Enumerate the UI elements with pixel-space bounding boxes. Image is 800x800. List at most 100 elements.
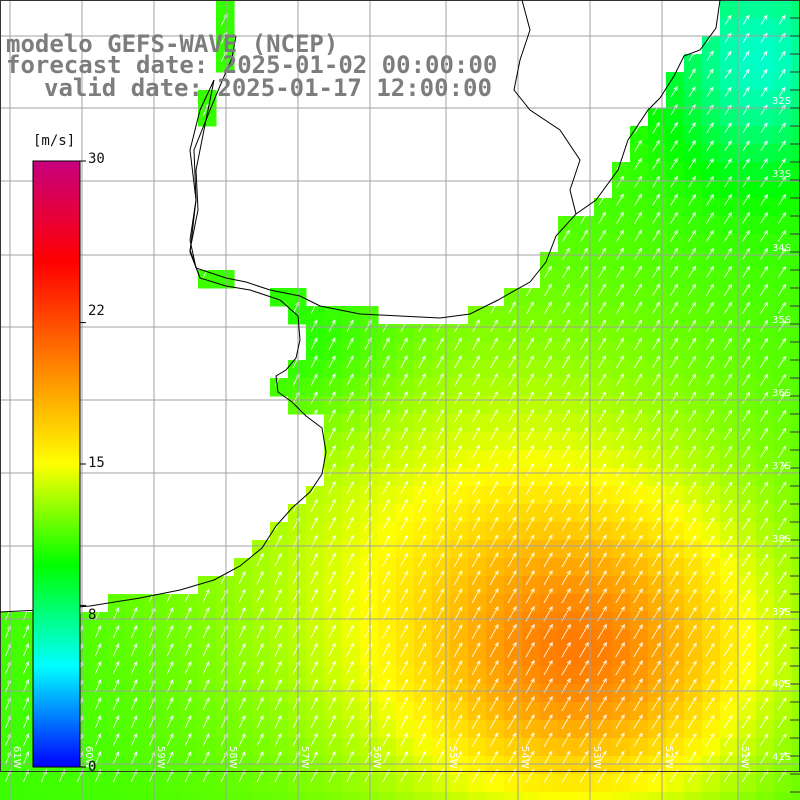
wind-arrow: [778, 337, 787, 350]
wind-arrow: [688, 229, 697, 242]
field-cell: [666, 612, 685, 631]
field-cell: [720, 594, 739, 613]
wind-arrow: [256, 733, 264, 747]
field-cell: [774, 360, 793, 379]
wind-arrow: [238, 606, 246, 621]
wind-arrow: [544, 283, 552, 297]
field-cell: [522, 378, 541, 397]
map-title-model: modelo GEFS-WAVE (NCEP): [6, 30, 339, 58]
wind-arrow: [723, 606, 733, 621]
wind-arrow: [633, 480, 643, 495]
field-cell: [18, 612, 37, 631]
field-cell: [90, 612, 109, 631]
field-cell: [684, 738, 703, 757]
wind-arrow: [436, 462, 444, 477]
wind-arrow: [202, 715, 210, 729]
field-cell: [360, 504, 379, 523]
wind-arrow: [598, 337, 606, 351]
field-cell: [540, 720, 559, 739]
wind-arrow: [490, 319, 498, 333]
wind-arrow: [382, 570, 390, 585]
field-cell: [216, 792, 235, 800]
field-cell: [666, 90, 685, 109]
field-cell: [774, 378, 793, 397]
field-cell: [414, 558, 433, 577]
field-cell: [702, 72, 721, 91]
field-cell: [792, 360, 800, 379]
field-cell: [306, 774, 325, 793]
wind-arrow: [688, 68, 696, 80]
field-cell: [432, 486, 451, 505]
wind-arrow: [741, 409, 751, 422]
wind-arrow: [669, 624, 679, 640]
wind-arrow: [741, 427, 751, 440]
field-cell: [792, 792, 800, 800]
field-cell: [792, 252, 800, 271]
wind-arrow: [525, 498, 535, 513]
wind-arrow: [741, 661, 751, 675]
wind-arrow: [274, 642, 282, 657]
wind-arrow: [759, 427, 769, 440]
field-cell: [738, 738, 757, 757]
field-cell: [396, 738, 415, 757]
wind-arrow: [238, 715, 246, 729]
field-cell: [738, 432, 757, 451]
field-cell: [162, 720, 181, 739]
field-cell: [756, 162, 775, 181]
field-cell: [738, 540, 757, 559]
wind-arrow: [238, 751, 246, 765]
wind-arrow: [507, 588, 517, 604]
wind-arrow: [418, 355, 426, 369]
wind-arrow: [562, 373, 570, 387]
wind-arrow: [507, 641, 517, 658]
wind-arrow: [579, 480, 589, 495]
field-cell: [684, 792, 703, 800]
field-cell: [468, 360, 487, 379]
wind-arrow: [436, 516, 445, 531]
wind-arrow: [723, 624, 733, 639]
wind-arrow: [130, 733, 138, 747]
field-cell: [72, 792, 91, 800]
wind-arrow: [238, 642, 246, 657]
field-cell: [792, 0, 800, 19]
wind-arrow: [616, 301, 624, 315]
field-cell: [432, 792, 451, 800]
wind-arrow: [597, 732, 607, 748]
field-cell: [468, 738, 487, 757]
field-cell: [0, 756, 19, 775]
wind-arrow: [328, 750, 336, 765]
field-cell: [486, 594, 505, 613]
field-cell: [720, 504, 739, 523]
field-cell: [684, 414, 703, 433]
field-cell: [342, 738, 361, 757]
field-cell: [792, 558, 800, 577]
wind-arrow: [706, 283, 714, 296]
field-cell: [342, 324, 361, 343]
wind-arrow: [651, 750, 661, 765]
wind-arrow: [328, 588, 336, 603]
field-cell: [198, 666, 217, 685]
field-cell: [630, 414, 649, 433]
wind-arrow: [436, 355, 444, 369]
field-cell: [666, 378, 685, 397]
wind-arrow: [634, 391, 643, 405]
field-cell: [288, 774, 307, 793]
wind-arrow: [328, 660, 336, 675]
wind-arrow: [778, 283, 787, 296]
wind-arrow: [400, 444, 408, 459]
wind-arrow: [777, 733, 787, 747]
wind-arrow: [742, 193, 750, 206]
field-cell: [288, 558, 307, 577]
wind-arrow: [597, 498, 607, 513]
field-cell: [774, 774, 793, 793]
field-cell: [234, 576, 253, 595]
wind-arrow: [615, 588, 625, 604]
wind-arrow: [400, 588, 409, 603]
wind-arrow: [778, 50, 786, 61]
field-cell: [324, 378, 343, 397]
field-cell: [396, 702, 415, 721]
wind-arrow: [760, 211, 769, 224]
field-cell: [558, 630, 577, 649]
field-cell: [414, 666, 433, 685]
